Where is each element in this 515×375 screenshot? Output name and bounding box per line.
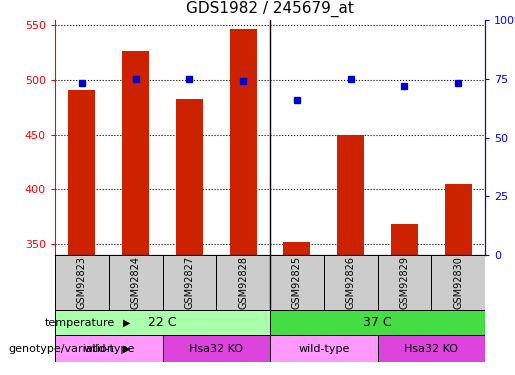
Bar xyxy=(55,310,270,335)
Text: GSM92825: GSM92825 xyxy=(292,256,302,309)
Text: GSM92826: GSM92826 xyxy=(346,256,356,309)
Bar xyxy=(270,310,485,335)
Text: GSM92830: GSM92830 xyxy=(453,256,463,309)
Bar xyxy=(337,135,364,255)
Text: 37 C: 37 C xyxy=(363,316,392,329)
Text: GSM92828: GSM92828 xyxy=(238,256,248,309)
Text: GSM92823: GSM92823 xyxy=(77,256,87,309)
Bar xyxy=(163,335,270,362)
Text: genotype/variation: genotype/variation xyxy=(9,344,115,354)
Text: Hsa32 KO: Hsa32 KO xyxy=(189,344,243,354)
Text: GSM92829: GSM92829 xyxy=(399,256,409,309)
Bar xyxy=(68,90,95,255)
Bar xyxy=(176,99,203,255)
Bar xyxy=(444,184,472,255)
Bar xyxy=(270,255,324,310)
Title: GDS1982 / 245679_at: GDS1982 / 245679_at xyxy=(186,1,354,17)
Bar xyxy=(324,255,377,310)
Bar xyxy=(55,335,163,362)
Bar xyxy=(122,51,149,255)
Text: ▶: ▶ xyxy=(123,318,130,327)
Bar xyxy=(163,255,216,310)
Bar xyxy=(377,255,431,310)
Text: temperature: temperature xyxy=(45,318,115,327)
Text: Hsa32 KO: Hsa32 KO xyxy=(404,344,458,354)
Text: GSM92824: GSM92824 xyxy=(131,256,141,309)
Bar xyxy=(109,255,163,310)
Bar xyxy=(216,255,270,310)
Text: GSM92827: GSM92827 xyxy=(184,256,194,309)
Bar xyxy=(270,335,377,362)
Text: ▶: ▶ xyxy=(123,344,130,354)
Bar xyxy=(377,335,485,362)
Bar xyxy=(391,224,418,255)
Text: wild-type: wild-type xyxy=(298,344,350,354)
Text: 22 C: 22 C xyxy=(148,316,177,329)
Text: wild-type: wild-type xyxy=(83,344,134,354)
Bar xyxy=(283,242,311,255)
Bar xyxy=(431,255,485,310)
Bar xyxy=(55,255,109,310)
Bar xyxy=(230,29,256,255)
